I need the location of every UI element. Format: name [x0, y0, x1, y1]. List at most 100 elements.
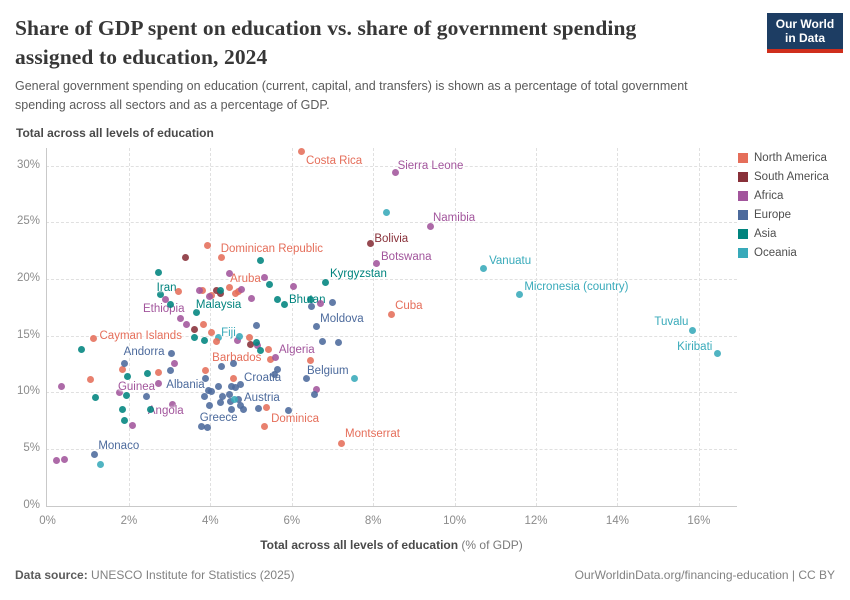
- data-point[interactable]: [237, 402, 245, 410]
- data-point[interactable]: [515, 291, 523, 299]
- data-point[interactable]: [231, 395, 239, 403]
- data-point[interactable]: [119, 365, 127, 373]
- data-point[interactable]: [230, 360, 238, 368]
- data-point[interactable]: [61, 455, 69, 463]
- data-point[interactable]: [256, 347, 264, 355]
- data-point[interactable]: [310, 390, 318, 398]
- data-point[interactable]: [167, 300, 175, 308]
- data-point[interactable]: [238, 285, 246, 293]
- data-point[interactable]: [335, 339, 343, 347]
- data-point[interactable]: [142, 393, 150, 401]
- data-point[interactable]: [123, 372, 131, 380]
- data-point[interactable]: [713, 350, 721, 358]
- data-point[interactable]: [190, 326, 198, 334]
- data-point[interactable]: [120, 359, 128, 367]
- data-point[interactable]: [171, 360, 179, 368]
- data-point[interactable]: [166, 367, 174, 375]
- data-point[interactable]: [90, 334, 97, 342]
- data-point[interactable]: [688, 326, 696, 334]
- data-point[interactable]: [312, 385, 320, 393]
- data-point[interactable]: [225, 284, 233, 292]
- data-point[interactable]: [312, 323, 320, 331]
- data-point[interactable]: [121, 416, 129, 424]
- data-point[interactable]: [200, 336, 208, 344]
- data-point[interactable]: [239, 406, 247, 414]
- data-point[interactable]: [90, 450, 98, 458]
- data-point[interactable]: [206, 292, 214, 300]
- data-point[interactable]: [285, 406, 292, 414]
- data-point[interactable]: [78, 345, 86, 353]
- data-point[interactable]: [263, 403, 271, 411]
- data-point[interactable]: [217, 399, 225, 406]
- data-point[interactable]: [382, 208, 390, 216]
- data-point[interactable]: [116, 389, 124, 397]
- data-point[interactable]: [260, 423, 268, 431]
- legend-item-north-america[interactable]: North America: [738, 152, 829, 164]
- footer-link[interactable]: OurWorldinData.org/financing-education |…: [574, 568, 835, 582]
- data-point[interactable]: [200, 392, 208, 400]
- data-point[interactable]: [308, 303, 316, 311]
- legend-item-oceania[interactable]: Oceania: [738, 247, 829, 259]
- data-point[interactable]: [157, 290, 165, 298]
- data-point[interactable]: [214, 383, 222, 391]
- data-point[interactable]: [208, 329, 216, 337]
- data-point[interactable]: [254, 404, 262, 412]
- data-point[interactable]: [91, 393, 99, 401]
- data-point[interactable]: [174, 288, 182, 296]
- data-point[interactable]: [129, 422, 137, 430]
- data-point[interactable]: [198, 423, 206, 431]
- data-point[interactable]: [280, 301, 288, 309]
- data-point[interactable]: [162, 295, 170, 303]
- data-point[interactable]: [322, 278, 330, 286]
- data-point[interactable]: [235, 333, 243, 341]
- data-point[interactable]: [246, 340, 254, 348]
- data-point[interactable]: [253, 322, 261, 330]
- data-point[interactable]: [218, 254, 226, 262]
- data-point[interactable]: [387, 310, 395, 318]
- data-point[interactable]: [183, 321, 191, 329]
- data-point[interactable]: [143, 370, 151, 378]
- data-point[interactable]: [261, 274, 269, 282]
- data-point[interactable]: [201, 374, 209, 382]
- legend-item-africa[interactable]: Africa: [738, 190, 829, 202]
- data-point[interactable]: [154, 368, 162, 376]
- data-point[interactable]: [272, 353, 280, 361]
- data-point[interactable]: [274, 365, 281, 373]
- data-point[interactable]: [225, 390, 233, 398]
- data-point[interactable]: [265, 345, 273, 353]
- owid-logo[interactable]: Our World in Data: [767, 13, 843, 53]
- data-point[interactable]: [427, 222, 435, 230]
- data-point[interactable]: [214, 333, 222, 341]
- data-point[interactable]: [229, 374, 237, 382]
- data-point[interactable]: [233, 337, 241, 345]
- data-point[interactable]: [236, 380, 244, 388]
- data-point[interactable]: [253, 338, 261, 346]
- data-point[interactable]: [206, 402, 214, 410]
- data-point[interactable]: [337, 440, 345, 448]
- data-point[interactable]: [199, 321, 207, 329]
- data-point[interactable]: [319, 338, 327, 346]
- data-point[interactable]: [154, 268, 162, 276]
- data-point[interactable]: [289, 283, 297, 291]
- data-point[interactable]: [202, 367, 210, 375]
- data-point[interactable]: [232, 383, 240, 391]
- data-point[interactable]: [218, 362, 226, 370]
- data-point[interactable]: [302, 374, 310, 382]
- data-point[interactable]: [226, 398, 234, 406]
- data-point[interactable]: [195, 287, 203, 295]
- data-point[interactable]: [248, 294, 256, 302]
- data-point[interactable]: [176, 315, 184, 323]
- data-point[interactable]: [366, 240, 374, 248]
- data-point[interactable]: [122, 391, 130, 399]
- data-point[interactable]: [169, 400, 177, 408]
- data-point[interactable]: [190, 334, 198, 342]
- legend-item-asia[interactable]: Asia: [738, 228, 829, 240]
- data-point[interactable]: [154, 379, 162, 387]
- data-point[interactable]: [228, 382, 236, 390]
- data-point[interactable]: [350, 375, 358, 383]
- data-point[interactable]: [232, 289, 240, 297]
- data-point[interactable]: [58, 383, 66, 391]
- data-point[interactable]: [146, 405, 154, 413]
- legend-item-south-america[interactable]: South America: [738, 171, 829, 183]
- data-point[interactable]: [52, 456, 60, 464]
